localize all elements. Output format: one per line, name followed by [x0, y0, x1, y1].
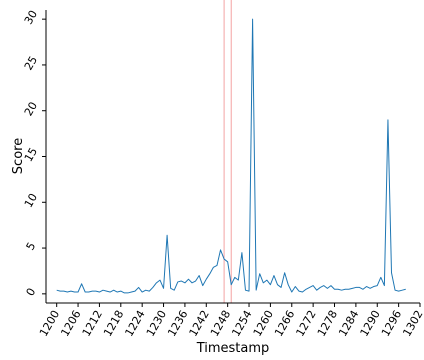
- x-tick-label: 1242: [187, 308, 212, 339]
- y-tick-label: 30: [22, 8, 40, 27]
- reference-lines: [223, 0, 232, 303]
- y-tick-label: 15: [22, 145, 40, 164]
- x-tick-label: 1218: [101, 308, 126, 339]
- y-tick-label: 0: [24, 286, 39, 299]
- x-ticks: 1200120612121218122412301236124212481254…: [37, 303, 424, 339]
- x-tick-label: 1236: [165, 308, 190, 339]
- y-tick-label: 5: [24, 240, 39, 253]
- x-tick-label: 1212: [80, 308, 105, 339]
- x-tick-label: 1260: [251, 308, 276, 339]
- y-tick-label: 25: [22, 54, 40, 73]
- x-tick-label: 1278: [315, 308, 340, 339]
- x-tick-label: 1302: [400, 308, 424, 339]
- series-layer: [56, 18, 406, 294]
- x-tick-label: 1248: [208, 308, 233, 339]
- x-tick-label: 1254: [229, 308, 254, 339]
- x-tick-label: 1290: [358, 308, 383, 339]
- axes: [45, 10, 420, 304]
- x-tick-label: 1284: [336, 308, 361, 339]
- x-tick-label: 1224: [123, 308, 148, 339]
- y-axis-label: Score: [11, 138, 26, 174]
- series-line-1: [56, 18, 406, 294]
- x-tick-label: 1230: [144, 308, 169, 339]
- x-axis-label: Timestamp: [196, 341, 270, 356]
- x-tick-label: 1206: [58, 308, 83, 339]
- y-tick-label: 20: [22, 100, 40, 119]
- y-ticks: 0 5 10 15 20 25 30: [22, 8, 46, 298]
- x-tick-label: 1200: [37, 308, 62, 339]
- x-tick-label: 1266: [272, 308, 297, 339]
- x-tick-label: 1272: [293, 308, 318, 339]
- x-tick-label: 1296: [379, 308, 404, 339]
- y-tick-label: 10: [22, 191, 40, 210]
